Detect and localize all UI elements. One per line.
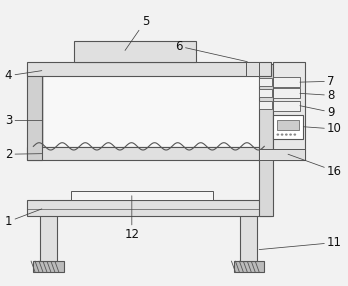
Bar — [74, 41, 196, 62]
Bar — [26, 70, 42, 160]
Bar — [259, 89, 272, 97]
Bar — [71, 191, 213, 200]
Bar — [234, 261, 264, 272]
Bar — [26, 147, 271, 160]
Bar — [26, 62, 271, 76]
Text: 7: 7 — [300, 75, 334, 88]
Bar — [246, 62, 259, 76]
Text: 4: 4 — [5, 69, 42, 82]
Text: 12: 12 — [124, 196, 139, 241]
Bar — [273, 101, 300, 111]
Circle shape — [276, 134, 279, 136]
Bar — [259, 64, 273, 216]
Text: 11: 11 — [259, 236, 342, 250]
Bar — [240, 213, 258, 261]
Circle shape — [281, 134, 283, 136]
Circle shape — [293, 134, 296, 136]
Text: 9: 9 — [300, 106, 334, 119]
Bar — [33, 261, 64, 272]
Bar — [273, 77, 300, 87]
Bar — [273, 62, 305, 160]
Text: 8: 8 — [300, 89, 334, 102]
Text: 10: 10 — [303, 122, 342, 136]
Bar — [259, 149, 305, 160]
Bar — [40, 213, 57, 261]
Circle shape — [289, 134, 292, 136]
Bar — [259, 101, 272, 109]
Bar — [273, 115, 303, 139]
Text: 5: 5 — [125, 15, 149, 50]
Bar — [273, 88, 300, 98]
Text: 2: 2 — [5, 148, 42, 161]
Bar — [26, 200, 271, 216]
Circle shape — [285, 134, 288, 136]
Bar — [259, 78, 272, 86]
Text: 16: 16 — [288, 154, 342, 178]
Bar — [42, 73, 261, 147]
Text: 3: 3 — [5, 114, 42, 127]
Text: 6: 6 — [175, 40, 247, 62]
Bar — [277, 120, 299, 130]
Text: 1: 1 — [5, 209, 42, 228]
